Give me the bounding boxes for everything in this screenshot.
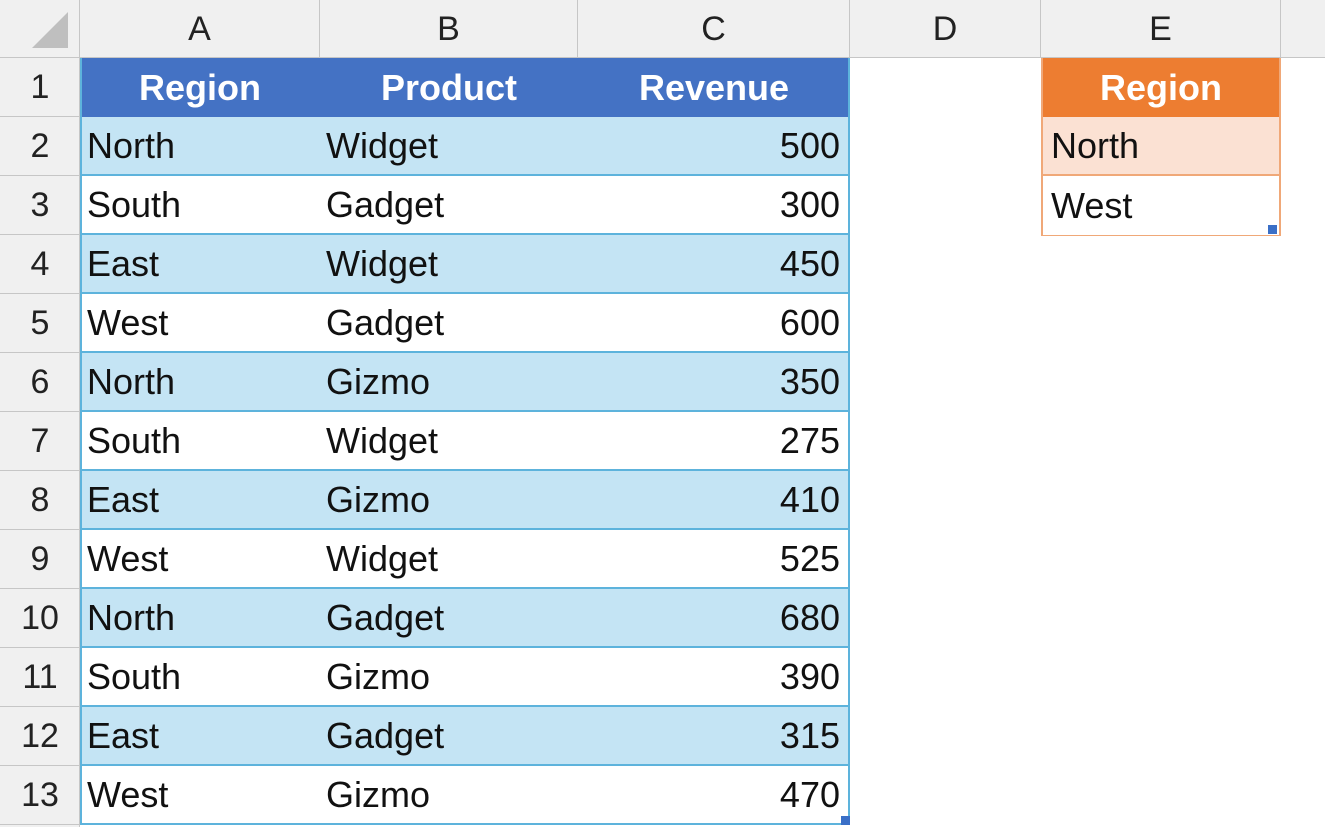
column-header-c[interactable]: C [578, 0, 850, 58]
cell-region[interactable]: North [87, 360, 176, 402]
row-header-bar [0, 0, 80, 827]
table-row: North Gizmo 350 [80, 353, 850, 412]
row-header[interactable]: 6 [0, 353, 80, 412]
cell-revenue[interactable]: 390 [779, 655, 840, 697]
cell-product[interactable]: Widget [326, 537, 439, 579]
cell-region[interactable]: South [87, 419, 182, 461]
row-header[interactable]: 7 [0, 412, 80, 471]
cell-revenue[interactable]: 680 [779, 596, 840, 638]
cell-revenue[interactable]: 525 [779, 537, 840, 579]
cell-revenue[interactable]: 410 [779, 478, 840, 520]
cell-revenue[interactable]: 600 [779, 301, 840, 343]
table-header-row: Region Product Revenue [80, 58, 850, 117]
cell-revenue[interactable]: 315 [779, 714, 840, 756]
criteria-cell[interactable]: North [1043, 117, 1279, 176]
cell-region[interactable]: South [87, 183, 182, 225]
criteria-table: Region North West [1041, 58, 1281, 236]
cell-region[interactable]: West [87, 773, 169, 815]
table-row: North Widget 500 [80, 117, 850, 176]
cell-revenue[interactable]: 450 [779, 242, 840, 284]
column-header-bar [0, 0, 1325, 58]
column-header-d[interactable]: D [850, 0, 1041, 58]
cell-region[interactable]: South [87, 655, 182, 697]
cell-region[interactable]: West [87, 301, 169, 343]
row-header[interactable]: 2 [0, 117, 80, 176]
header-cell-product[interactable]: Product [380, 66, 517, 108]
column-header-e[interactable]: E [1041, 0, 1281, 58]
table-row: East Widget 450 [80, 235, 850, 294]
row-header[interactable]: 5 [0, 294, 80, 353]
cell-product[interactable]: Widget [326, 124, 439, 166]
header-cell-region[interactable]: Region [139, 66, 261, 108]
table-resize-handle[interactable] [841, 816, 850, 825]
cell-product[interactable]: Gizmo [326, 478, 431, 520]
row-header[interactable]: 8 [0, 471, 80, 530]
cell-product[interactable]: Widget [326, 419, 439, 461]
row-header[interactable]: 4 [0, 235, 80, 294]
cell-region[interactable]: East [87, 478, 160, 520]
cell-product[interactable]: Gizmo [326, 773, 431, 815]
table-row: West Gizmo 470 [80, 766, 850, 825]
criteria-resize-handle[interactable] [1268, 225, 1277, 234]
row-header[interactable]: 9 [0, 530, 80, 589]
select-all-triangle-icon [32, 12, 68, 48]
table-row: East Gizmo 410 [80, 471, 850, 530]
table-row: South Gizmo 390 [80, 648, 850, 707]
table-row: West Widget 525 [80, 530, 850, 589]
table-row: North Gadget 680 [80, 589, 850, 648]
table-row: South Gadget 300 [80, 176, 850, 235]
cell-revenue[interactable]: 350 [779, 360, 840, 402]
cell-region[interactable]: North [87, 596, 176, 638]
cell-revenue[interactable]: 275 [779, 419, 840, 461]
column-header-a[interactable]: A [80, 0, 320, 58]
row-header[interactable]: 12 [0, 707, 80, 766]
column-header-b[interactable]: B [320, 0, 578, 58]
cell-product[interactable]: Gadget [326, 301, 445, 343]
cell-product[interactable]: Gadget [326, 596, 445, 638]
cell-revenue[interactable]: 470 [779, 773, 840, 815]
row-header[interactable]: 11 [0, 648, 80, 707]
cell-region[interactable]: East [87, 242, 160, 284]
cell-revenue[interactable]: 500 [779, 124, 840, 166]
cell-product[interactable]: Gizmo [326, 655, 431, 697]
row-header[interactable]: 10 [0, 589, 80, 648]
cell-region[interactable]: North [87, 124, 176, 166]
cell-region[interactable]: West [87, 537, 169, 579]
cell-product[interactable]: Gizmo [326, 360, 431, 402]
table-row: West Gadget 600 [80, 294, 850, 353]
table-row: East Gadget 315 [80, 707, 850, 766]
cell-product[interactable]: Widget [326, 242, 439, 284]
cell-product[interactable]: Gadget [326, 183, 445, 225]
cell-region[interactable]: East [87, 714, 160, 756]
criteria-cell[interactable]: West [1043, 176, 1279, 235]
table-row: South Widget 275 [80, 412, 850, 471]
cell-revenue[interactable]: 300 [779, 183, 840, 225]
cell-product[interactable]: Gadget [326, 714, 445, 756]
header-cell-revenue[interactable]: Revenue [638, 66, 790, 108]
criteria-header-cell[interactable]: Region [1043, 58, 1279, 117]
row-header[interactable]: 1 [0, 58, 80, 117]
row-header[interactable]: 3 [0, 176, 80, 235]
row-header[interactable]: 13 [0, 766, 80, 825]
